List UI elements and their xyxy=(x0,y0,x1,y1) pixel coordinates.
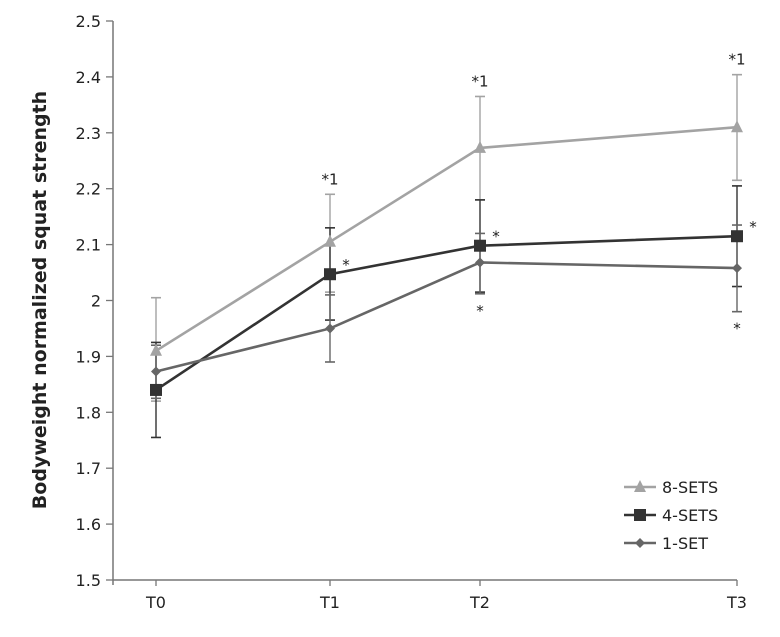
significance-label: *1 xyxy=(321,170,338,188)
square-marker-icon xyxy=(324,268,336,281)
significance-label: *1 xyxy=(471,72,488,90)
x-axis-ticks: T0 T1 T2 T3 xyxy=(145,580,747,612)
significance-label: * xyxy=(749,218,757,236)
diamond-marker-icon xyxy=(635,538,645,548)
series-line xyxy=(155,261,738,373)
triangle-marker-icon xyxy=(474,140,486,153)
y-tick-label: 1.6 xyxy=(76,515,101,534)
y-axis-ticks: 1.5 1.6 1.7 1.8 1.9 2 2.1 2.2 2.3 2.4 2.5 xyxy=(76,12,113,590)
triangle-marker-icon xyxy=(150,343,162,356)
significance-label: * xyxy=(492,228,500,246)
y-tick-label: 2.1 xyxy=(76,236,101,255)
legend-label: 8-SETS xyxy=(662,478,718,497)
significance-label: * xyxy=(342,256,350,274)
y-tick-label: 1.7 xyxy=(76,459,101,478)
axes xyxy=(112,21,737,585)
legend-label: 1-SET xyxy=(662,534,708,553)
x-tick-label: T3 xyxy=(726,593,747,612)
legend-item-1-set: 1-SET xyxy=(624,534,708,553)
y-tick-label: 1.9 xyxy=(76,347,101,366)
series-lines xyxy=(150,120,743,396)
significance-annotations: *1 *1 *1 * * * * * xyxy=(321,51,757,338)
legend-label: 4-SETS xyxy=(662,506,718,525)
series-line xyxy=(155,234,738,392)
diamond-marker-icon xyxy=(151,366,161,377)
diamond-marker-icon xyxy=(475,257,485,268)
series-1-set xyxy=(151,257,742,377)
y-tick-label: 2.2 xyxy=(76,180,101,199)
triangle-marker-icon xyxy=(634,480,646,492)
x-tick-label: T0 xyxy=(145,593,166,612)
square-marker-icon xyxy=(634,509,646,521)
y-tick-label: 1.8 xyxy=(76,403,101,422)
x-tick-label: T1 xyxy=(319,593,340,612)
triangle-marker-icon xyxy=(324,234,336,247)
square-marker-icon xyxy=(474,239,486,252)
legend-item-4-sets: 4-SETS xyxy=(624,506,718,525)
y-axis-label: Bodyweight normalized squat strength xyxy=(29,91,51,509)
diamond-marker-icon xyxy=(732,263,742,274)
y-tick-label: 2.4 xyxy=(76,68,101,87)
y-tick-label: 1.5 xyxy=(76,571,101,590)
error-bars xyxy=(151,73,742,439)
y-tick-label: 2.3 xyxy=(76,124,101,143)
series-line xyxy=(155,125,738,352)
x-tick-label: T2 xyxy=(469,593,490,612)
y-tick-label: 2.5 xyxy=(76,12,101,31)
significance-label: *1 xyxy=(728,51,745,69)
series-4-sets xyxy=(150,230,743,396)
legend-item-8-sets: 8-SETS xyxy=(624,478,718,497)
y-tick-label: 2 xyxy=(91,292,101,311)
significance-label: * xyxy=(476,302,484,320)
legend: 8-SETS 4-SETS 1-SET xyxy=(624,478,718,553)
y-axis-title: Bodyweight normalized squat strength xyxy=(29,91,51,509)
series-8-sets xyxy=(150,120,743,356)
square-marker-icon xyxy=(150,383,162,396)
significance-label: * xyxy=(733,320,741,338)
square-marker-icon xyxy=(731,230,743,243)
diamond-marker-icon xyxy=(325,323,335,334)
triangle-marker-icon xyxy=(731,120,743,133)
